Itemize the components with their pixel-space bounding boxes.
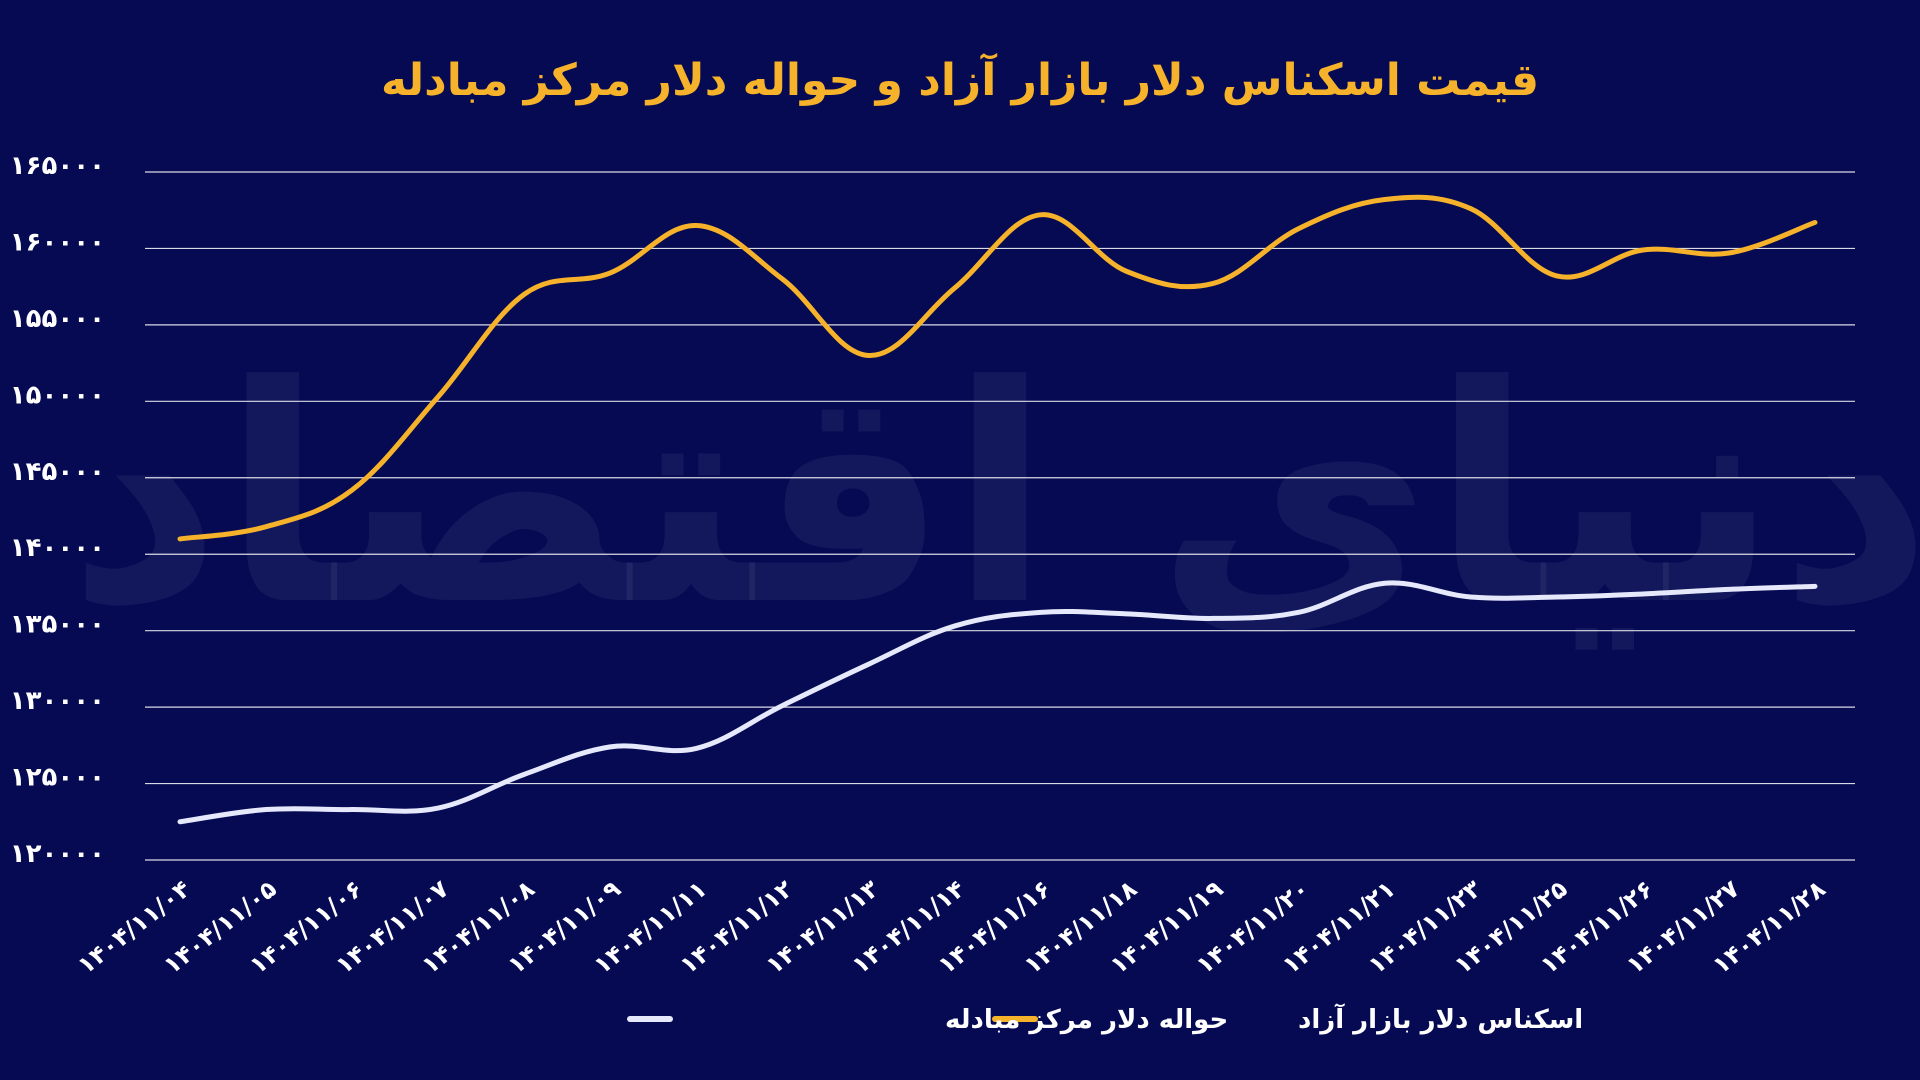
- x-axis-ticks: ۱۴۰۴/۱۱/۰۴۱۴۰۴/۱۱/۰۵۱۴۰۴/۱۱/۰۶۱۴۰۴/۱۱/۰۷…: [72, 874, 1831, 979]
- y-tick-label: ۱۲۰۰۰۰: [10, 839, 105, 869]
- y-tick-label: ۱۶۰۰۰۰: [10, 227, 105, 257]
- y-tick-label: ۱۴۵۰۰۰: [10, 457, 105, 487]
- y-tick-label: ۱۵۰۰۰۰: [10, 380, 105, 410]
- series-line-1: [177, 194, 1818, 542]
- y-tick-label: ۱۳۰۰۰۰: [10, 686, 105, 716]
- y-tick-label: ۱۴۰۰۰۰: [10, 533, 105, 563]
- watermark: دنیای اقتصاد: [67, 322, 1920, 671]
- grid-layer: [145, 171, 1855, 861]
- y-tick-label: ۱۶۵۰۰۰: [10, 151, 105, 181]
- y-tick-label: ۱۳۵۰۰۰: [10, 610, 105, 640]
- chart-title: قیمت اسکناس دلار بازار آزاد و حواله دلار…: [381, 52, 1539, 106]
- y-tick-label: ۱۵۵۰۰۰: [10, 304, 105, 334]
- series-line-2: [177, 580, 1818, 825]
- legend-label-2: حواله دلار مرکز مبادله: [945, 1005, 1228, 1035]
- y-tick-label: ۱۲۵۰۰۰: [10, 763, 105, 793]
- legend-label-1: اسکناس دلار بازار آزاد: [1298, 1003, 1583, 1035]
- series-layer: [177, 194, 1818, 825]
- y-axis-ticks: ۱۲۰۰۰۰ ۱۲۵۰۰۰ ۱۳۰۰۰۰ ۱۳۵۰۰۰ ۱۴۰۰۰۰ ۱۴۵۰۰۰ ۱۵۰۰…: [10, 151, 105, 869]
- legend: اسکناس دلار بازار آزاد حواله دلار مرکز مب…: [627, 1003, 1583, 1035]
